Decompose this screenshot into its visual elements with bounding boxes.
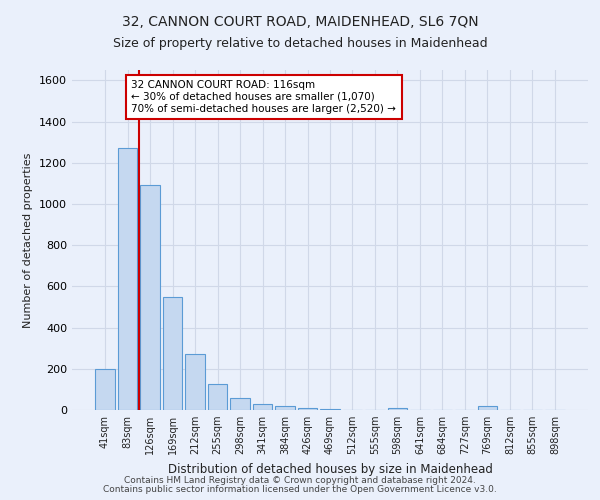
Bar [320, 409, 340, 410]
Text: 32, CANNON COURT ROAD, MAIDENHEAD, SL6 7QN: 32, CANNON COURT ROAD, MAIDENHEAD, SL6 7… [122, 15, 478, 29]
X-axis label: Distribution of detached houses by size in Maidenhead: Distribution of detached houses by size … [167, 462, 493, 475]
Bar [388, 408, 407, 410]
Bar [253, 404, 272, 410]
Bar [478, 406, 497, 410]
Y-axis label: Number of detached properties: Number of detached properties [23, 152, 34, 328]
Text: 32 CANNON COURT ROAD: 116sqm
← 30% of detached houses are smaller (1,070)
70% of: 32 CANNON COURT ROAD: 116sqm ← 30% of de… [131, 80, 397, 114]
Bar [185, 354, 205, 410]
Bar [118, 148, 137, 410]
Bar [163, 296, 182, 410]
Bar [95, 369, 115, 410]
Bar [298, 408, 317, 410]
Text: Size of property relative to detached houses in Maidenhead: Size of property relative to detached ho… [113, 38, 487, 51]
Bar [208, 384, 227, 410]
Text: Contains HM Land Registry data © Crown copyright and database right 2024.: Contains HM Land Registry data © Crown c… [124, 476, 476, 485]
Bar [275, 406, 295, 410]
Bar [140, 186, 160, 410]
Bar [230, 398, 250, 410]
Text: Contains public sector information licensed under the Open Government Licence v3: Contains public sector information licen… [103, 485, 497, 494]
